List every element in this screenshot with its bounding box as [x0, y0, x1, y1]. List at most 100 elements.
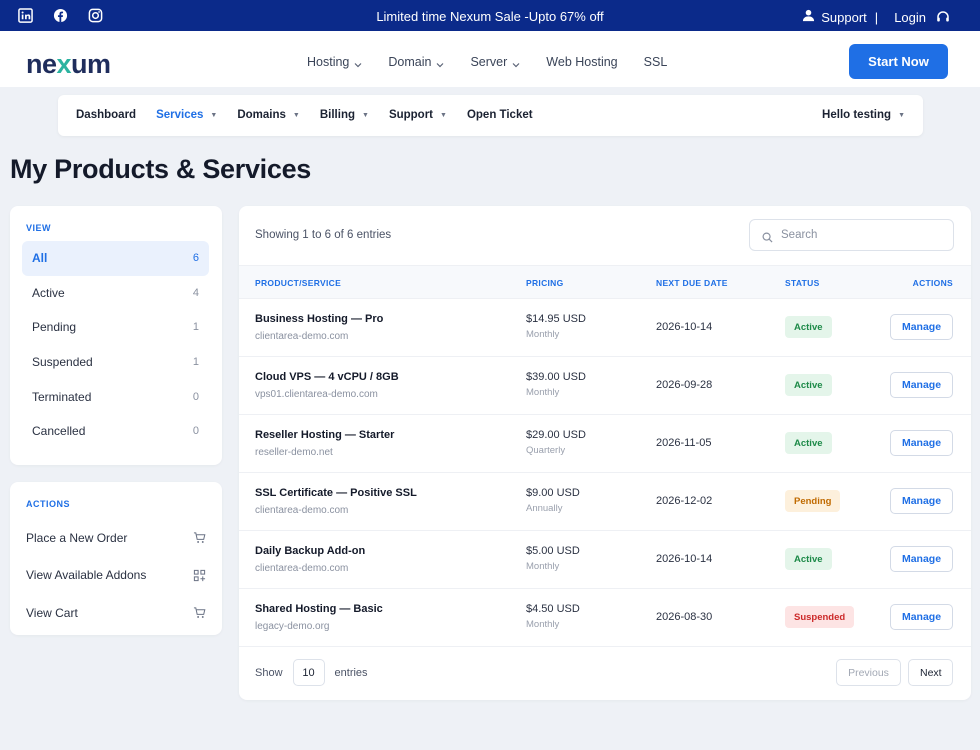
caret-down-icon: ▼: [362, 111, 369, 119]
table-row[interactable]: Cloud VPS — 4 vCPU / 8GB vps01.clientarea…: [239, 357, 971, 415]
product-name[interactable]: Cloud VPS — 4 vCPU / 8GB: [255, 371, 399, 383]
view-filter-active[interactable]: Active 4: [22, 276, 209, 311]
manage-button[interactable]: Manage: [890, 314, 953, 340]
manage-button[interactable]: Manage: [890, 372, 953, 398]
column-header-due-date[interactable]: NEXT DUE DATE: [656, 278, 728, 288]
client-nav-support[interactable]: Support ▼: [389, 109, 447, 121]
client-nav-dashboard[interactable]: Dashboard: [76, 109, 136, 121]
client-nav-open-ticket[interactable]: Open Ticket: [467, 109, 533, 121]
main-navigation: Hosting Domain Server Web Hosting SSL: [307, 55, 693, 69]
cart-icon: [193, 531, 206, 544]
login-link[interactable]: Login: [894, 9, 926, 25]
nexum-logo[interactable]: nexum: [26, 49, 111, 80]
table-row[interactable]: SSL Certificate — Positive SSL clientarea…: [239, 473, 971, 531]
caret-down-icon: ▼: [210, 111, 218, 119]
next-due-date: 2026-08-30: [656, 611, 713, 623]
topbar-account-links: Support | Login: [802, 9, 950, 25]
next-due-date: 2026-10-14: [656, 321, 713, 333]
show-label: Show: [255, 666, 283, 679]
user-menu[interactable]: Hello testing ▼: [822, 109, 905, 121]
column-header-status[interactable]: STATUS: [785, 278, 820, 288]
status-badge: Active: [785, 374, 832, 396]
client-nav-label: Billing: [319, 109, 355, 121]
nav-item-label: Domain: [388, 55, 432, 69]
manage-button[interactable]: Manage: [890, 546, 953, 572]
view-filter-cancelled[interactable]: Cancelled 0: [22, 414, 209, 449]
social-links: [18, 8, 103, 23]
next-page-button[interactable]: Next: [908, 659, 953, 686]
linkedin-icon[interactable]: [18, 8, 33, 23]
facebook-icon[interactable]: [53, 8, 68, 23]
service-domain: vps01.clientarea-demo.com: [255, 389, 378, 400]
service-domain: legacy-demo.org: [255, 621, 330, 632]
table-row[interactable]: Shared Hosting — Basic legacy-demo.org $4.…: [239, 589, 971, 647]
search-box[interactable]: [749, 219, 954, 251]
nav-item-server[interactable]: Server: [470, 55, 520, 69]
action-label: View Available Addons: [26, 568, 147, 583]
client-nav-label: Support: [388, 109, 434, 121]
view-filter-all[interactable]: All 6: [22, 241, 209, 276]
nav-item-label: SSL: [643, 55, 668, 69]
service-domain: reseller-demo.net: [255, 447, 333, 458]
divider: |: [874, 9, 879, 25]
services-table-card: Showing 1 to 6 of 6 entries PRODUCT/SERV…: [239, 206, 971, 700]
previous-page-button[interactable]: Previous: [836, 659, 901, 686]
next-due-date: 2026-09-28: [656, 379, 713, 391]
table-row[interactable]: Business Hosting — Pro clientarea-demo.co…: [239, 299, 971, 357]
search-input[interactable]: [781, 229, 941, 241]
product-name[interactable]: Daily Backup Add-on: [255, 545, 366, 557]
price-amount: $39.00 USD: [526, 371, 586, 383]
next-due-date: 2026-10-14: [656, 553, 713, 565]
entries-summary: Showing 1 to 6 of 6 entries: [255, 229, 392, 241]
user-icon: [802, 9, 815, 25]
view-filter-terminated[interactable]: Terminated 0: [22, 379, 209, 414]
view-filter-count: 6: [192, 252, 199, 265]
support-link[interactable]: Support: [821, 9, 867, 25]
client-nav-label: Services: [156, 109, 204, 121]
column-header-actions: ACTIONS: [912, 278, 953, 288]
client-nav-services[interactable]: Services ▼: [156, 109, 217, 121]
product-name[interactable]: Business Hosting — Pro: [255, 313, 384, 325]
product-name[interactable]: Reseller Hosting — Starter: [255, 429, 395, 441]
action-label: Place a New Order: [26, 530, 128, 545]
column-header-product[interactable]: PRODUCT/SERVICE: [255, 278, 342, 288]
view-filter-count: 1: [192, 321, 199, 334]
action-view-cart[interactable]: View Cart: [26, 594, 206, 632]
nav-item-hosting[interactable]: Hosting: [307, 55, 362, 69]
start-now-button[interactable]: Start Now: [849, 44, 948, 79]
status-badge: Active: [785, 316, 832, 338]
instagram-icon[interactable]: [88, 8, 103, 23]
table-length-control: Show 10 entries: [255, 659, 368, 686]
client-nav-domains[interactable]: Domains ▼: [237, 109, 300, 121]
nav-item-ssl[interactable]: SSL: [644, 55, 668, 69]
nav-item-web-hosting[interactable]: Web Hosting: [546, 55, 617, 69]
page-length-select[interactable]: 10: [292, 659, 325, 686]
client-nav-label: Domains: [237, 109, 286, 121]
headset-icon[interactable]: [936, 10, 950, 24]
action-label: View Cart: [26, 605, 78, 620]
chevron-down-icon: [512, 58, 520, 68]
cart-icon: [193, 606, 206, 619]
logo-text-end: um: [71, 49, 111, 79]
action-place-a-new-order[interactable]: Place a New Order: [26, 519, 206, 557]
action-view-available-addons[interactable]: View Available Addons: [26, 557, 206, 595]
view-filter-pending[interactable]: Pending 1: [22, 310, 209, 345]
manage-button[interactable]: Manage: [890, 488, 953, 514]
client-nav-billing[interactable]: Billing ▼: [320, 109, 369, 121]
nav-item-domain[interactable]: Domain: [388, 55, 444, 69]
view-filter-count: 0: [192, 425, 199, 438]
view-filter-suspended[interactable]: Suspended 1: [22, 345, 209, 380]
nav-item-label: Server: [470, 55, 508, 69]
column-header-pricing[interactable]: PRICING: [526, 278, 564, 288]
manage-button[interactable]: Manage: [890, 430, 953, 456]
manage-button[interactable]: Manage: [890, 604, 953, 630]
price-amount: $29.00 USD: [526, 429, 586, 441]
table-row[interactable]: Daily Backup Add-on clientarea-demo.com $5…: [239, 531, 971, 589]
table-row[interactable]: Reseller Hosting — Starter reseller-demo.…: [239, 415, 971, 473]
product-name[interactable]: Shared Hosting — Basic: [255, 603, 383, 615]
product-name[interactable]: SSL Certificate — Positive SSL: [255, 487, 417, 499]
billing-cycle: Quarterly: [526, 445, 566, 456]
logo-text-x: x: [56, 49, 72, 79]
billing-cycle: Monthly: [526, 561, 560, 572]
price-amount: $5.00 USD: [526, 545, 580, 557]
